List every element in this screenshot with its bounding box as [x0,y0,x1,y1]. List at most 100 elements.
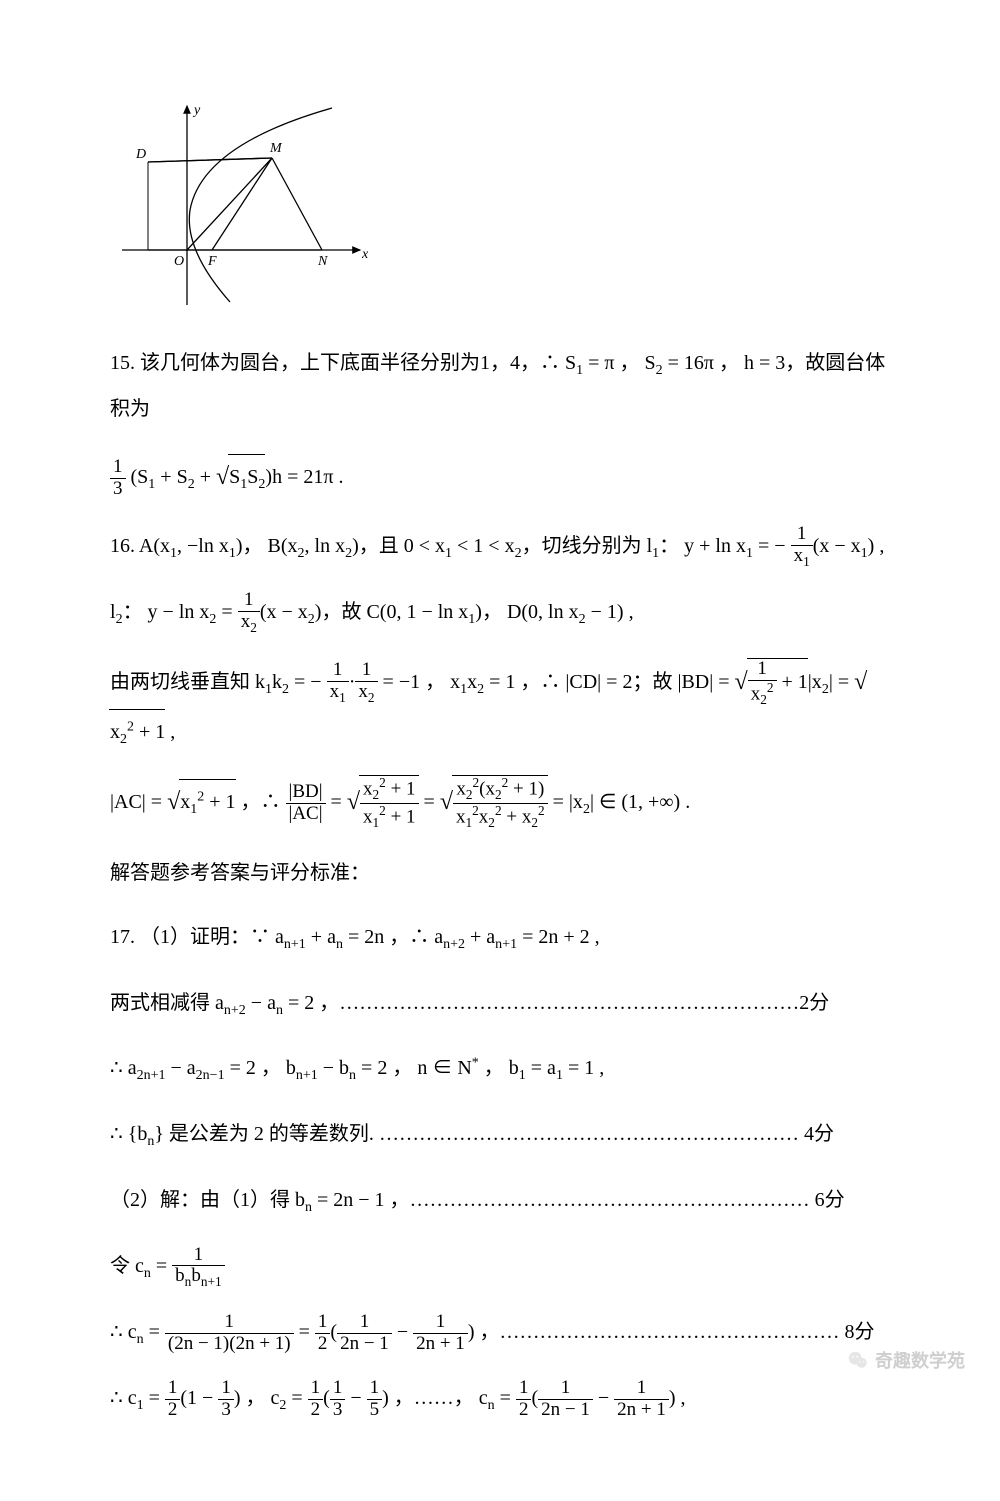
q15-fb-b: + S [155,466,187,488]
q17l8f8d: 2n + 1 [614,1400,669,1421]
q17l8f7d: 2n − 1 [538,1400,593,1421]
q17l7f3d: 2n − 1 [337,1334,392,1355]
q17l8l: ) , [669,1387,686,1409]
q17l7f4d: 2n + 1 [413,1334,468,1355]
q17l6a: 令 c [110,1255,144,1277]
q17l7c: = [294,1321,315,1343]
q15-fb-d: )h = 21π . [265,466,343,488]
section-title: 解答题参考答案与评分标准： [110,851,890,895]
q17l8b: = [144,1387,165,1409]
q17l1d: + a [465,926,495,948]
q16l2b: ： y − ln x [123,601,210,623]
q16l1i: = − [753,535,791,557]
label-D: D [135,147,146,162]
q17l4a: ∴ {b [110,1123,147,1145]
q16l4f2nb: + 1 [386,779,416,800]
q17l8f6d: 2 [516,1400,532,1421]
q15-line1: 15. 该几何体为圆台，上下底面半径分别为1，4，∴ S1 = π ， S2 =… [110,341,890,431]
q17l1a: 17. （1）证明：∵ a [110,926,284,948]
q17l8e: = [286,1387,307,1409]
q16l2f: )， D(0, ln x [475,601,578,623]
q16l3g: |x [808,671,822,693]
q15-frac-num: 1 [110,457,126,479]
q16l3f2n: 1 [355,660,377,682]
wechat-icon [847,1349,869,1371]
q16l1k: ) , [868,535,885,557]
q17l4dots: ……………………………………………………… [379,1123,799,1145]
q16l3dot: · [349,671,356,693]
q16l2c: = [216,601,237,623]
q16l3f1n: 1 [327,660,349,682]
parabola-diagram: y x O D M F N [122,100,890,316]
q15-text-a: 15. 该几何体为圆台，上下底面半径分别为1，4，∴ S [110,352,576,374]
q15-fb-a: (S [131,466,149,488]
q17-line4: ∴ {bn} 是公差为 2 的等差数列. …………………………………………………… [110,1112,890,1158]
q17l7f: ) ， [468,1321,500,1343]
q17-line3: ∴ a2n+1 − a2n−1 = 2 ， bn+1 − bn = 2 ， n … [110,1046,890,1092]
q17l6num: 1 [172,1245,224,1267]
q17l8f1n: 1 [165,1378,181,1400]
q17l8f6n: 1 [516,1378,532,1400]
q16l1h: ： y + ln x [659,535,746,557]
q17l3e: = 2 ， n ∈ N [356,1057,472,1079]
q16-line2: l2： y − ln x2 = 1x2(x − x2)，故 C(0, 1 − l… [110,590,890,636]
q17-line7: ∴ cn = 1(2n − 1)(2n + 1) = 12(12n − 1 − … [110,1310,890,1356]
label-O: O [174,254,184,269]
q16l4a: |AC| = [110,791,167,813]
q17l2b: − a [246,992,276,1014]
q16l3d: = −1 ， x [378,671,461,693]
q16l4f2na: x [363,779,373,800]
q17l2score: 2分 [799,992,829,1014]
q17l7f2d: 2 [315,1334,331,1355]
q16l3f1d: x [330,681,340,702]
q17l8f1d: 2 [165,1400,181,1421]
q16l1den: x [794,545,804,566]
q17l5dots: …………………………………………………… [410,1189,810,1211]
q17l7a: ∴ c [110,1321,137,1343]
q16l4f2db: + 1 [386,806,416,827]
q16-line3: 由两切线垂直知 k1k2 = − 1x1·1x2 = −1 ， x1x2 = 1… [110,656,890,756]
label-F: F [207,254,217,269]
q16l1j: (x − x [813,535,861,557]
q17l8f4n: 1 [330,1378,346,1400]
q17l7f1n: 1 [165,1312,294,1334]
q17l3h: = 1 , [563,1057,604,1079]
q17-line5: （2）解：由（1）得 bn = 2n − 1 ，…………………………………………… [110,1178,890,1224]
q15-frac-den: 3 [110,479,126,500]
q17l8d: ) ， c [234,1387,280,1409]
q15-sqb: S [247,466,258,488]
q17l8h: ) ，……， c [382,1387,488,1409]
q16l1d: , ln x [305,535,346,557]
q16l4b: ，∴ [236,791,286,813]
q17l8f: ( [323,1387,330,1409]
q16l3sq2: x [110,721,120,743]
q16l4f3nc: + 1) [508,779,544,800]
q17l5b: = 2n − 1 ， [312,1189,410,1211]
q16-line4: |AC| = √x12 + 1 ，∴ |BD||AC| = √x22 + 1x1… [110,775,890,831]
q16l4e: = |x [548,791,583,813]
q16l3sq1a: 1 [748,659,777,681]
q16l3f: = 1 ，∴ |CD| = 2；故 |BD| = [484,671,734,693]
label-N: N [317,254,328,269]
q17l8f5n: 1 [367,1378,383,1400]
q17l7f3n: 1 [337,1312,392,1334]
q17l7e: − [392,1321,413,1343]
q16l3a: 由两切线垂直知 k [110,671,265,693]
q16l2den: x [241,611,251,632]
q17l8f2d: 3 [218,1400,234,1421]
q17l6b: = [151,1255,172,1277]
q17l3a: ∴ a [110,1057,137,1079]
q17l4score: 4分 [799,1123,834,1145]
q16l2num: 1 [238,590,260,612]
q16-line1: 16. A(x1, −ln x1)， B(x2, ln x2)，且 0 < x1… [110,524,890,570]
q17l1e: = 2n + 2 , [517,926,600,948]
q16l4f1n: |BD| [286,782,326,804]
q16l3h: | = [829,671,854,693]
q16l4f3nb: (x [479,779,495,800]
q17l2c: = 2 ， [283,992,339,1014]
q17l3c: = 2 ， b [225,1057,296,1079]
q17l1b: + a [306,926,336,948]
q16l3sq1b: x [751,683,761,704]
q16l3f2d: x [358,681,368,702]
q15-fb-c: + [195,466,216,488]
